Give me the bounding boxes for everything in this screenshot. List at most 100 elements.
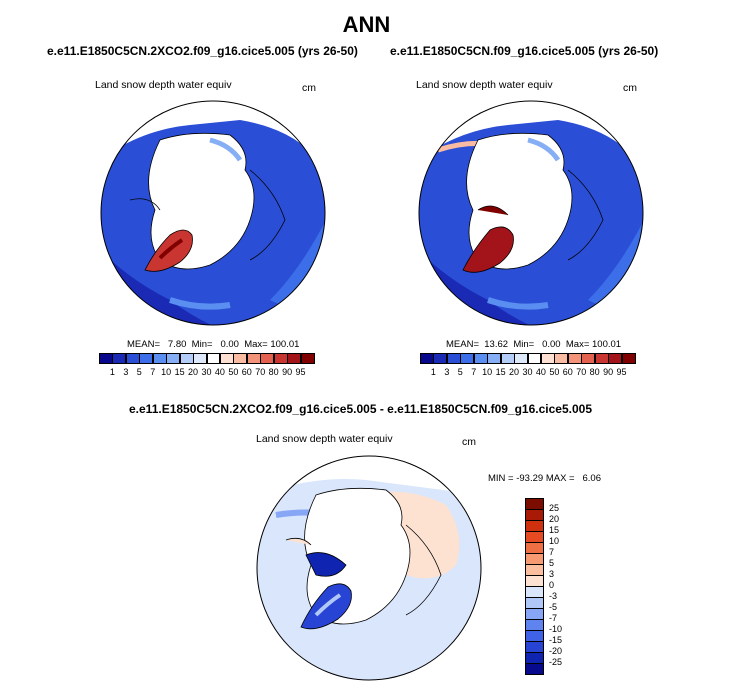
right-colorbar-swatch [514, 353, 528, 364]
diff-colorbar-label: 25 [549, 503, 560, 513]
right-colorbar-label: 80 [589, 367, 600, 377]
right-colorbar-swatch [433, 353, 448, 364]
left-colorbar-label: 3 [123, 367, 129, 377]
left-colorbar-label: 95 [295, 367, 306, 377]
left-colorbar-label: 50 [228, 367, 239, 377]
diff-colorbar-label: -15 [549, 635, 563, 645]
left-colorbar-swatch [246, 353, 261, 364]
diff-units-label: cm [462, 436, 476, 448]
diff-colorbar-swatch [525, 608, 544, 620]
left-colorbar-swatch [260, 353, 275, 364]
diff-colorbar-swatch [525, 652, 544, 664]
left-colorbar-swatch [287, 353, 302, 364]
right-units-label: cm [623, 82, 637, 94]
left-colorbar-swatch [112, 353, 127, 364]
left-colorbar-swatch [166, 353, 181, 364]
right-colorbar-label: 90 [603, 367, 614, 377]
right-colorbar-label: 5 [457, 367, 463, 377]
diff-variable-label: Land snow depth water equiv [256, 433, 393, 445]
left-colorbar-swatch [219, 353, 234, 364]
diff-colorbar-swatch [525, 509, 544, 521]
right-colorbar-label: 40 [535, 367, 546, 377]
diff-colorbar-swatch [525, 498, 544, 510]
diff-colorbar-label: 5 [549, 558, 555, 568]
diff-stats: MIN = -93.29 MAX = 6.06 [488, 473, 601, 484]
diff-colorbar-label: -25 [549, 657, 563, 667]
right-variable-label: Land snow depth water equiv [416, 79, 553, 91]
left-colorbar-swatch [206, 353, 221, 364]
left-colorbar-label: 20 [188, 367, 199, 377]
right-colorbar-label: 30 [522, 367, 533, 377]
left-colorbar-swatch [152, 353, 167, 364]
left-colorbar [99, 353, 315, 364]
right-colorbar-label: 60 [562, 367, 573, 377]
right-colorbar-label: 10 [482, 367, 493, 377]
diff-colorbar-label: -5 [549, 602, 558, 612]
left-colorbar-swatch [193, 353, 207, 364]
left-colorbar-swatch [300, 353, 315, 364]
right-colorbar-swatch [554, 353, 569, 364]
right-colorbar [420, 353, 636, 364]
left-colorbar-swatch [139, 353, 154, 364]
diff-colorbar-swatch [525, 641, 544, 653]
right-colorbar-swatch [567, 353, 582, 364]
right-polar-map [418, 100, 644, 326]
right-stats: MEAN= 13.62 Min= 0.00 Max= 100.01 [446, 339, 622, 350]
right-colorbar-label: 15 [495, 367, 506, 377]
right-case-title: e.e11.E1850C5CN.f09_g16.cice5.005 (yrs 2… [390, 44, 659, 58]
right-colorbar-swatch [540, 353, 555, 364]
right-colorbar-swatch [621, 353, 636, 364]
left-colorbar-label: 1 [109, 367, 115, 377]
diff-colorbar-swatch [525, 619, 544, 631]
left-colorbar-label: 90 [282, 367, 293, 377]
right-colorbar-swatch [594, 353, 609, 364]
left-stats: MEAN= 7.80 Min= 0.00 Max= 100.01 [127, 339, 300, 350]
right-colorbar-label: 7 [471, 367, 477, 377]
right-colorbar-swatch [527, 353, 542, 364]
right-colorbar-swatch [608, 353, 623, 364]
diff-colorbar-label: -7 [549, 613, 558, 623]
left-colorbar-swatch [233, 353, 248, 364]
left-colorbar-swatch [273, 353, 288, 364]
right-colorbar-label: 50 [549, 367, 560, 377]
left-colorbar-labels: 1 3 5 7 10 15 20 30 40 50 60 70 80 90 95 [99, 367, 314, 379]
right-colorbar-label: 20 [509, 367, 520, 377]
diff-colorbar-labels: 25 20 15 10 7 5 3 0 -3 -5 -7 -10 -15 -20 -25 [549, 498, 579, 674]
left-colorbar-label: 70 [255, 367, 266, 377]
right-colorbar-swatch [487, 353, 502, 364]
right-colorbar-label: 70 [576, 367, 587, 377]
diff-polar-map [256, 455, 482, 681]
diff-case-title: e.e11.E1850C5CN.2XCO2.f09_g16.cice5.005 … [129, 402, 592, 416]
left-colorbar-swatch [99, 353, 113, 364]
right-colorbar-swatch [420, 353, 434, 364]
diff-colorbar-swatch [525, 531, 544, 543]
left-colorbar-label: 5 [136, 367, 142, 377]
right-colorbar-labels: 1 3 5 7 10 15 20 30 40 50 60 70 80 90 95 [420, 367, 635, 379]
main-title: ANN [342, 12, 391, 37]
diff-colorbar-label: 0 [549, 580, 555, 590]
left-colorbar-label: 10 [161, 367, 172, 377]
diff-colorbar-swatch [525, 663, 544, 675]
left-colorbar-label: 80 [268, 367, 279, 377]
diff-colorbar-swatch [525, 630, 544, 642]
right-colorbar-label: 1 [430, 367, 436, 377]
diff-colorbar-swatch [525, 597, 544, 609]
left-units-label: cm [302, 82, 316, 94]
diff-colorbar-swatch [525, 520, 544, 532]
right-colorbar-swatch [460, 353, 475, 364]
left-colorbar-label: 60 [241, 367, 252, 377]
right-colorbar-swatch [446, 353, 461, 364]
diff-colorbar-label: 10 [549, 536, 560, 546]
diff-colorbar-swatch [525, 553, 544, 565]
diff-colorbar-swatch [525, 564, 544, 576]
left-colorbar-label: 7 [150, 367, 156, 377]
diff-colorbar-swatch [525, 542, 544, 554]
diff-colorbar-label: 20 [549, 514, 560, 524]
left-colorbar-label: 40 [214, 367, 225, 377]
right-colorbar-swatch [473, 353, 488, 364]
diff-colorbar [525, 498, 544, 675]
diff-colorbar-label: 15 [549, 525, 560, 535]
diff-colorbar-swatch [525, 575, 544, 587]
diff-colorbar-label: 7 [549, 547, 555, 557]
diff-colorbar-label: -20 [549, 646, 563, 656]
